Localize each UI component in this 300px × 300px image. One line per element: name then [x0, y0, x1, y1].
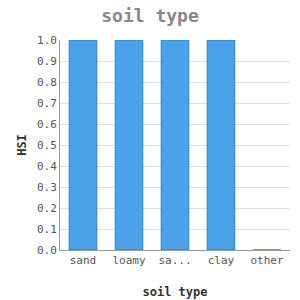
svg-text:other: other [250, 254, 283, 267]
svg-text:0.5: 0.5 [37, 139, 57, 152]
svg-text:HSI: HSI [15, 134, 29, 156]
svg-text:0.0: 0.0 [37, 244, 57, 257]
svg-text:0.3: 0.3 [37, 181, 57, 194]
svg-text:0.7: 0.7 [37, 97, 57, 110]
svg-text:sand: sand [70, 254, 97, 267]
svg-text:loamy: loamy [112, 254, 145, 267]
svg-text:0.2: 0.2 [37, 202, 57, 215]
svg-text:soil type: soil type [142, 285, 207, 299]
svg-text:sa...: sa... [158, 254, 191, 267]
svg-text:0.1: 0.1 [37, 223, 57, 236]
svg-text:0.4: 0.4 [37, 160, 57, 173]
svg-text:1.0: 1.0 [37, 34, 57, 47]
svg-text:soil type: soil type [101, 5, 199, 26]
svg-text:0.9: 0.9 [37, 55, 57, 68]
svg-text:0.8: 0.8 [37, 76, 57, 89]
svg-text:clay: clay [208, 254, 235, 267]
svg-text:0.6: 0.6 [37, 118, 57, 131]
